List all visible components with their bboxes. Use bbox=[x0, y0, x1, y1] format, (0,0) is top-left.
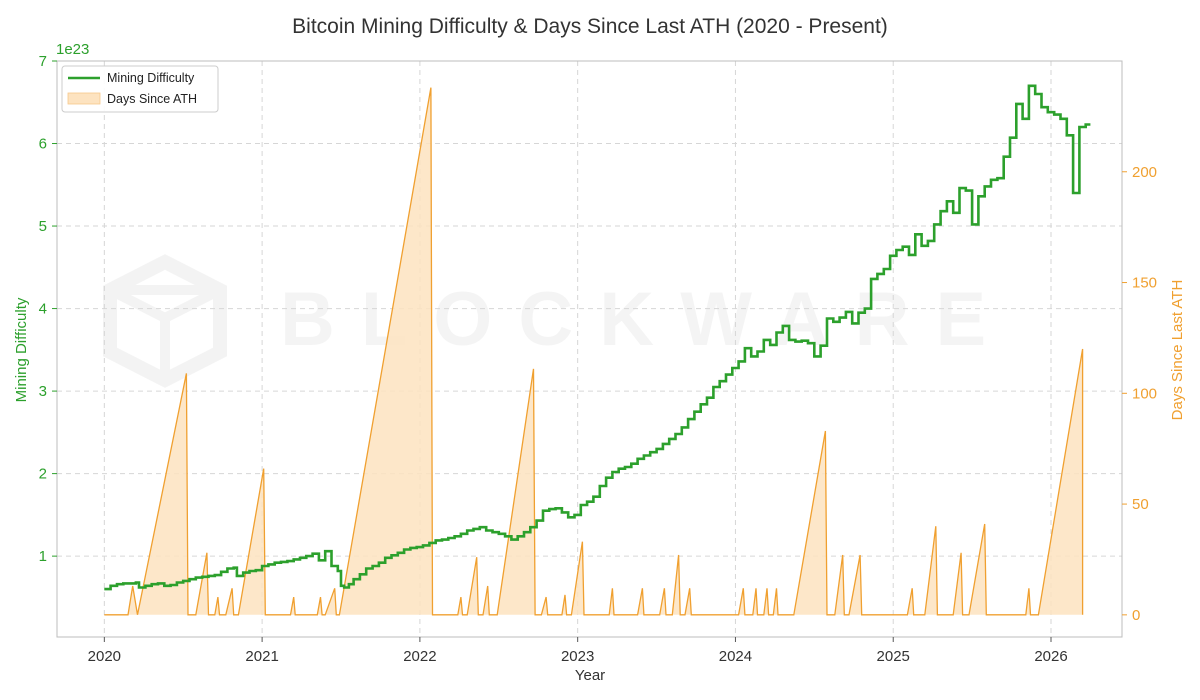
legend-ath-label: Days Since ATH bbox=[107, 92, 197, 106]
legend-box bbox=[61, 65, 219, 113]
right-y-axis-ticks: 0 50 100 150 200 bbox=[1122, 164, 1157, 624]
chart-title: Bitcoin Mining Difficulty & Days Since L… bbox=[292, 15, 888, 38]
x-tick-label: 2022 bbox=[403, 648, 436, 665]
x-axis-label: Year bbox=[575, 667, 605, 684]
left-y-tick-label: 5 bbox=[39, 218, 47, 235]
left-y-tick-label: 1 bbox=[39, 548, 47, 565]
right-y-tick-label: 50 bbox=[1132, 496, 1149, 513]
legend: Mining Difficulty Days Since ATH bbox=[61, 65, 219, 113]
x-tick-label: 2020 bbox=[88, 648, 121, 665]
left-axis-offset-label: 1e23 bbox=[56, 41, 89, 58]
x-tick-label: 2026 bbox=[1034, 648, 1067, 665]
right-y-tick-label: 200 bbox=[1132, 164, 1157, 181]
watermark-logo-icon bbox=[103, 254, 227, 388]
legend-difficulty-label: Mining Difficulty bbox=[107, 71, 195, 85]
right-y-tick-label: 100 bbox=[1132, 385, 1157, 402]
left-y-tick-label: 2 bbox=[39, 466, 47, 483]
right-y-tick-label: 150 bbox=[1132, 275, 1157, 292]
plot-frame bbox=[56, 60, 1123, 638]
right-y-tick-label: 0 bbox=[1132, 607, 1140, 624]
left-y-axis-label: Mining Difficulty bbox=[13, 297, 30, 402]
left-y-tick-label: 4 bbox=[39, 301, 47, 318]
left-y-axis-ticks: 1 2 3 4 5 6 7 bbox=[39, 53, 57, 565]
left-y-tick-label: 6 bbox=[39, 136, 47, 153]
left-y-tick-label: 3 bbox=[39, 383, 47, 400]
x-axis-ticks: 2020 2021 2022 2023 2024 2025 2026 bbox=[88, 637, 1068, 665]
x-tick-label: 2023 bbox=[561, 648, 594, 665]
legend-ath-swatch bbox=[67, 92, 101, 105]
x-tick-label: 2025 bbox=[877, 648, 910, 665]
left-y-tick-label: 7 bbox=[39, 53, 47, 70]
difficulty-line-layer bbox=[104, 84, 1091, 591]
x-tick-label: 2024 bbox=[719, 648, 752, 665]
x-tick-label: 2021 bbox=[245, 648, 278, 665]
right-y-axis-label: Days Since Last ATH bbox=[1169, 280, 1186, 421]
ath-area-line bbox=[104, 87, 1084, 616]
difficulty-line bbox=[104, 84, 1091, 591]
ath-area-layer bbox=[104, 87, 1084, 616]
